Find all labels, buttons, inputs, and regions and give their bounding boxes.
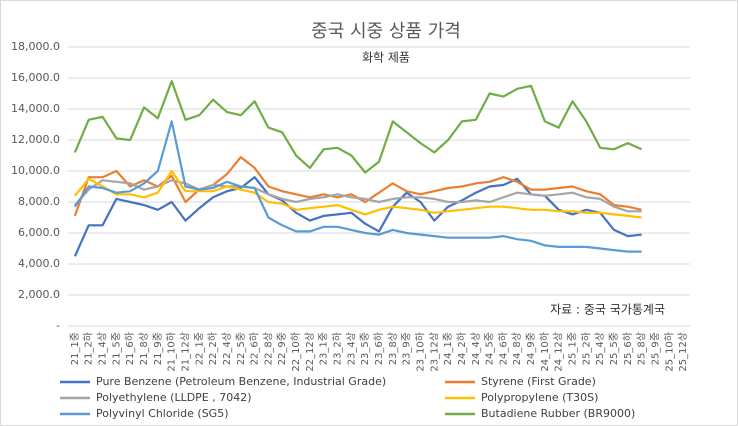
x-tick-label: 21_4상 xyxy=(97,332,109,365)
x-tick-label: 24_12상 xyxy=(553,332,565,372)
x-tick-label: 23_4상 xyxy=(345,332,357,365)
x-tick-label: 25_10하 xyxy=(662,332,675,372)
legend-label: Polyethylene (LLDPE , 7042) xyxy=(96,391,252,404)
series-line xyxy=(74,179,642,213)
chart-title: 중국 시중 상품 가격 xyxy=(311,21,461,42)
y-tick-label: 12,000.0 xyxy=(11,133,60,146)
y-tick-label: - xyxy=(56,319,60,332)
x-tick-label: 25_8상 xyxy=(636,332,648,365)
x-tick-label: 22_2하 xyxy=(206,332,219,365)
x-tick-label: 25_6하 xyxy=(621,332,634,365)
x-tick-label: 21_9중 xyxy=(152,332,164,365)
x-tick-label: 23_1중 xyxy=(318,332,330,365)
y-tick-label: 2,000.0 xyxy=(18,288,60,301)
x-tick-label: 22_12상 xyxy=(304,332,316,372)
x-tick-label: 24_8상 xyxy=(511,332,523,365)
x-tick-label: 22_8상 xyxy=(262,332,274,365)
x-tick-label: 21_6하 xyxy=(123,332,136,365)
x-tick-label: 23_12상 xyxy=(428,332,440,372)
x-tick-label: 22_10하 xyxy=(289,332,302,372)
x-tick-label: 23_6하 xyxy=(372,332,385,365)
legend-label: Pure Benzene (Petroleum Benzene, Industr… xyxy=(96,375,386,388)
x-tick-label: 23_2하 xyxy=(331,332,344,365)
y-tick-label: 4,000.0 xyxy=(18,257,60,270)
x-tick-label: 21_10하 xyxy=(165,332,178,372)
x-tick-label: 23_9중 xyxy=(401,332,413,365)
x-tick-label: 21_5중 xyxy=(110,332,122,365)
y-tick-label: 14,000.0 xyxy=(11,102,60,115)
x-tick-label: 24_4상 xyxy=(470,332,482,365)
x-tick-label: 23_5중 xyxy=(359,332,371,365)
x-tick-label: 25_5중 xyxy=(608,332,620,365)
x-tick-label: 24_1중 xyxy=(442,332,454,365)
x-tick-label: 24_5중 xyxy=(484,332,496,365)
x-tick-label: 21_8상 xyxy=(138,332,150,365)
x-tick-label: 24_10하 xyxy=(538,332,551,372)
chart-subtitle: 화학 제품 xyxy=(362,51,410,65)
series-line xyxy=(73,120,642,253)
x-tick-label: 22_9중 xyxy=(276,332,288,365)
x-tick-label: 25_4상 xyxy=(594,332,606,365)
series-line xyxy=(73,80,643,174)
y-tick-label: 6,000.0 xyxy=(18,226,60,239)
series-line xyxy=(73,176,642,257)
x-tick-label: 22_4상 xyxy=(221,332,233,365)
x-tick-label: 21_12상 xyxy=(179,332,191,372)
x-tick-label: 24_6하 xyxy=(496,332,509,365)
x-tick-label: 21_1중 xyxy=(69,332,81,365)
x-tick-label: 22_6하 xyxy=(248,332,261,365)
x-tick-label: 24_9중 xyxy=(525,332,537,365)
y-tick-label: 8,000.0 xyxy=(18,195,60,208)
x-tick-label: 21_2하 xyxy=(82,332,95,365)
x-tick-label: 24_2하 xyxy=(455,332,468,365)
y-tick-label: 10,000.0 xyxy=(11,164,60,177)
x-tick-label: 23_10하 xyxy=(413,332,426,372)
legend-label: Styrene (First Grade) xyxy=(481,375,596,388)
y-tick-label: 16,000.0 xyxy=(11,71,60,84)
legend-label: Butadiene Rubber (BR9000) xyxy=(481,407,635,420)
annotation: 자료 : 중국 국가통계국 xyxy=(550,303,665,317)
x-tick-label: 22_1중 xyxy=(193,332,205,365)
x-tick-label: 25_12상 xyxy=(677,332,689,372)
x-tick-label: 22_5중 xyxy=(235,332,247,365)
x-tick-label: 25_1중 xyxy=(567,332,579,365)
x-tick-label: 25_9중 xyxy=(649,332,661,365)
legend-label: Polypropylene (T30S) xyxy=(481,391,598,404)
series-line xyxy=(74,169,642,219)
x-tick-label: 23_8상 xyxy=(387,332,399,365)
x-tick-label: 25_2하 xyxy=(579,332,592,365)
y-tick-label: 18,000.0 xyxy=(11,40,60,53)
legend-label: Polyvinyl Chloride (SG5) xyxy=(96,407,229,420)
